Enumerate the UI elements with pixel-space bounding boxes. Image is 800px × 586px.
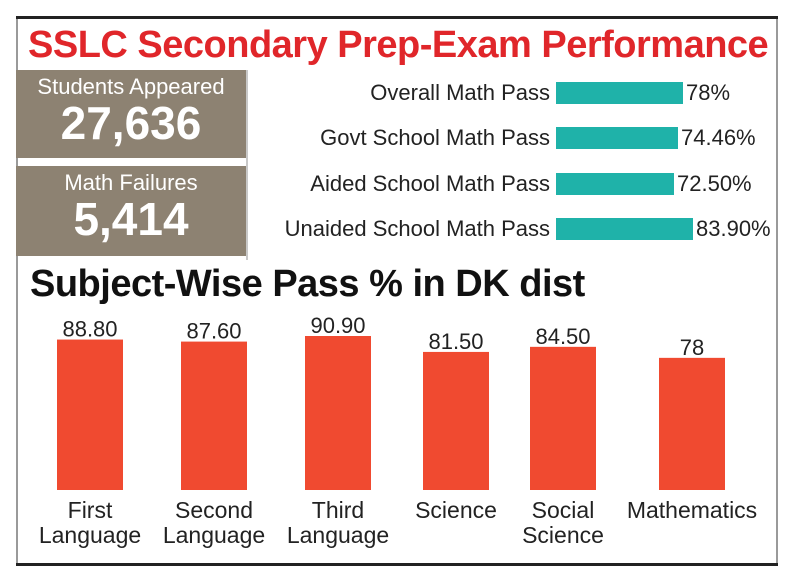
value-label-science: 81.50 <box>428 329 483 354</box>
value-label-first-language: 88.80 <box>62 317 117 342</box>
hbar-label-overall: Overall Math Pass <box>370 80 550 105</box>
hbar-value-overall: 78% <box>686 80 731 105</box>
bottom-rule <box>16 563 778 566</box>
math-failures-label: Math Failures <box>64 170 198 195</box>
tick-label-third-language-2: Language <box>287 522 389 548</box>
subject-pass-chart: 88.80FirstLanguage87.60SecondLanguage90.… <box>39 313 757 548</box>
value-label-mathematics: 78 <box>680 335 704 360</box>
tick-label-mathematics-1: Mathematics <box>627 497 757 523</box>
bar-mathematics <box>659 357 725 490</box>
hbar-overall <box>556 82 683 104</box>
hbar-value-aided: 72.50% <box>677 171 752 196</box>
page-title: SSLC Secondary Prep-Exam Performance <box>28 24 769 66</box>
hbar-label-govt: Govt School Math Pass <box>320 125 550 150</box>
students-appeared-value: 27,636 <box>60 97 202 149</box>
bar-second-language <box>181 341 247 490</box>
tick-label-social-science-2: Science <box>522 522 604 548</box>
hbar-govt <box>556 127 678 149</box>
value-label-second-language: 87.60 <box>186 319 241 344</box>
divider <box>246 70 248 260</box>
math-failures-box: Math Failures 5,414 <box>16 166 246 256</box>
hbar-label-unaided: Unaided School Math Pass <box>284 216 550 241</box>
tick-label-science-1: Science <box>415 497 497 523</box>
tick-label-third-language-1: Third <box>312 497 364 523</box>
top-rule <box>16 16 778 19</box>
hbar-unaided <box>556 218 693 240</box>
bar-third-language <box>305 336 371 490</box>
hbar-value-unaided: 83.90% <box>696 216 771 241</box>
tick-label-social-science-1: Social <box>532 497 595 523</box>
tick-label-first-language-1: First <box>68 497 113 523</box>
students-appeared-box: Students Appeared 27,636 <box>16 70 246 158</box>
chart-title: Subject-Wise Pass % in DK dist <box>30 263 585 305</box>
bar-science <box>423 351 489 490</box>
value-label-social-science: 84.50 <box>535 324 590 349</box>
value-label-third-language: 90.90 <box>310 313 365 338</box>
tick-label-second-language-2: Language <box>163 522 265 548</box>
left-border <box>16 19 18 563</box>
right-border <box>776 19 778 563</box>
tick-label-first-language-2: Language <box>39 522 141 548</box>
hbar-label-aided: Aided School Math Pass <box>310 171 550 196</box>
hbar-value-govt: 74.46% <box>681 125 756 150</box>
bar-first-language <box>57 339 123 490</box>
tick-label-second-language-1: Second <box>175 497 253 523</box>
math-failures-value: 5,414 <box>73 193 189 245</box>
bar-social-science <box>530 346 596 490</box>
students-appeared-label: Students Appeared <box>37 74 225 99</box>
hbar-aided <box>556 173 674 195</box>
